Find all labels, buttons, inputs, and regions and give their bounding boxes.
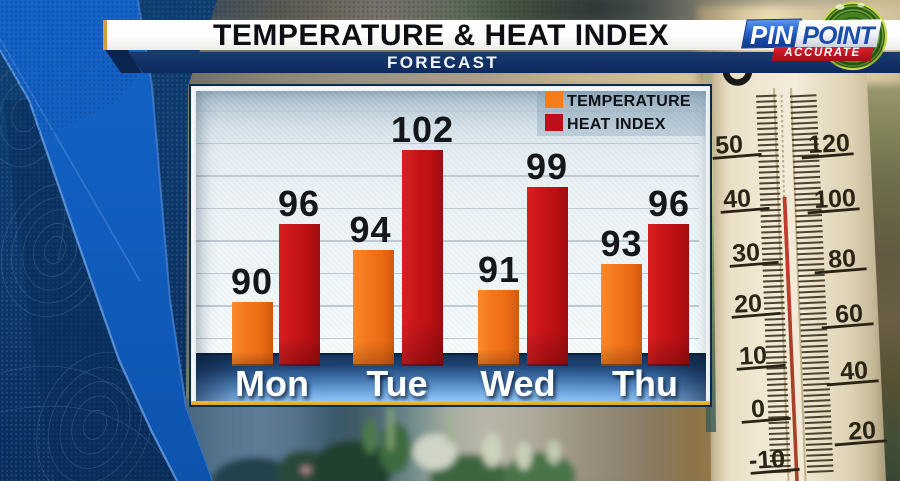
svg-text:0: 0: [750, 395, 765, 424]
